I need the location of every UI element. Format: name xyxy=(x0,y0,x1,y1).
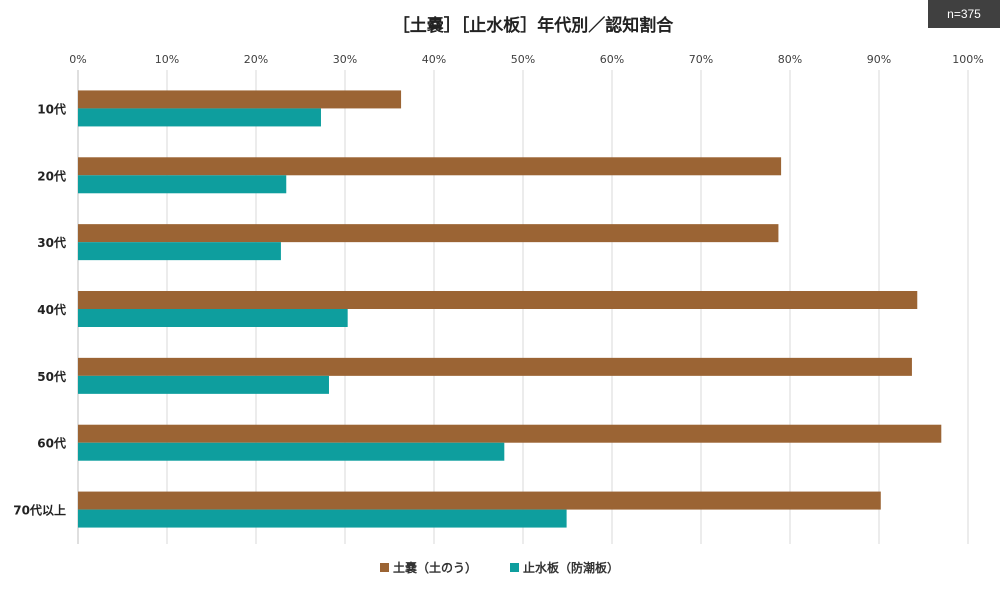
bar-series-2 xyxy=(78,108,321,127)
bar-series-1 xyxy=(78,90,402,109)
bar-series-2 xyxy=(78,509,567,528)
legend-label: 止水板（防潮板） xyxy=(523,560,619,575)
x-tick-label: 80% xyxy=(778,53,802,66)
category-label: 10代 xyxy=(37,101,66,116)
x-tick-label: 50% xyxy=(511,53,535,66)
bar-series-2 xyxy=(78,309,348,327)
sample-size-badge: n=375 xyxy=(928,0,1000,28)
x-tick-label: 40% xyxy=(422,53,446,66)
bar-series-1 xyxy=(78,491,881,510)
x-tick-label: 60% xyxy=(600,53,624,66)
bar-series-2 xyxy=(78,442,505,461)
bar-series-2 xyxy=(78,375,329,394)
chart-title: ［土嚢］［止水板］年代別／認知割合 xyxy=(393,15,674,36)
legend-swatch xyxy=(510,563,519,572)
bar-series-1 xyxy=(78,157,782,176)
legend-label: 土嚢（土のう） xyxy=(393,560,477,575)
bar-series-1 xyxy=(78,291,918,309)
legend-swatch xyxy=(380,563,389,572)
bar-series-1 xyxy=(78,224,779,243)
category-label: 60代 xyxy=(37,436,66,451)
x-tick-label: 10% xyxy=(155,53,179,66)
x-tick-label: 70% xyxy=(689,53,713,66)
x-tick-label: 30% xyxy=(333,53,357,66)
x-tick-label: 20% xyxy=(244,53,268,66)
bar-series-2 xyxy=(78,242,281,261)
category-label: 70代以上 xyxy=(13,503,66,518)
category-label: 30代 xyxy=(37,235,66,250)
bar-series-1 xyxy=(78,357,912,376)
category-label: 40代 xyxy=(37,302,66,317)
x-tick-label: 90% xyxy=(867,53,891,66)
x-tick-label: 0% xyxy=(69,53,86,66)
category-label: 20代 xyxy=(37,168,66,183)
x-tick-label: 100% xyxy=(952,53,983,66)
category-label: 50代 xyxy=(37,369,66,384)
bar-series-1 xyxy=(78,424,942,443)
bar-series-2 xyxy=(78,175,287,194)
